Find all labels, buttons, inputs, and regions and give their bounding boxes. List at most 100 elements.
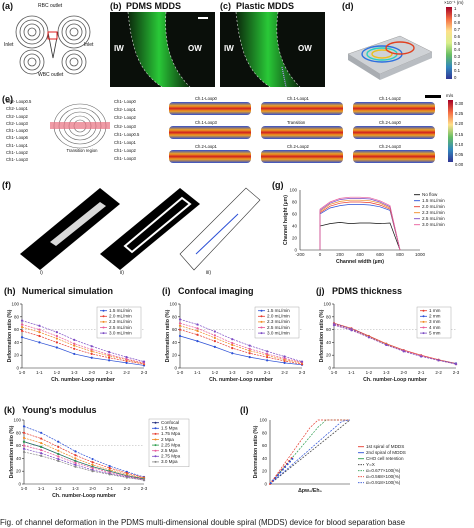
panel-l-label: (l) — [240, 405, 249, 415]
x-tick-label: 2-2 — [281, 370, 288, 375]
legend-label: 2.5 mL/min — [422, 216, 445, 221]
legend-label: 2.25 Mpa — [161, 442, 181, 447]
data-point — [281, 468, 284, 471]
y-axis-label: Deformation ratio (%) — [9, 425, 15, 478]
data-point — [196, 327, 199, 330]
legend-marker — [102, 332, 105, 335]
tick: 1 — [454, 6, 457, 11]
x-tick-label: 2-3 — [141, 486, 148, 491]
data-point — [196, 329, 199, 332]
series-line — [333, 322, 457, 364]
legend-marker — [260, 320, 263, 323]
panel-k-title: Young's modulus — [22, 405, 97, 415]
y-tick-label: 20 — [16, 469, 22, 474]
tick: 0.00 — [455, 162, 464, 168]
series-line — [269, 419, 351, 485]
panel-d-unit: ×10⁻¹ (m) — [444, 0, 464, 5]
data-point — [90, 352, 93, 356]
loop-label: Ch2- Loop1 — [114, 107, 136, 113]
data-point — [22, 450, 26, 454]
y-tick-label: 100 — [13, 418, 21, 423]
data-point — [40, 452, 43, 455]
y-axis-label: Deformation ratio (%) — [319, 309, 325, 362]
data-point — [178, 328, 182, 331]
x-tick-label: 1-3 — [72, 486, 79, 491]
x-tick-label: 2-1 — [106, 370, 113, 375]
data-point — [125, 356, 128, 359]
data-point — [248, 352, 251, 355]
data-point — [284, 465, 287, 468]
panel-f-sub-iii: iii) — [206, 270, 211, 276]
series-line — [23, 451, 145, 481]
tick: 0.7 — [454, 26, 460, 32]
y-tick-label: 60 — [326, 327, 332, 332]
panel-h-title: Numerical simulation — [22, 286, 114, 296]
panel-f-sub-i: i) — [40, 270, 43, 276]
series-line — [319, 196, 401, 251]
data-point — [269, 482, 272, 485]
x-tick-label: 2-0 — [88, 370, 95, 375]
x-tick-label: 1-1 — [348, 370, 355, 375]
series-line — [333, 323, 457, 364]
data-point — [74, 450, 77, 453]
panel-c-image: IW OW — [220, 12, 325, 87]
x-tick-label: 1000 — [415, 252, 426, 257]
y-tick-label: 40 — [262, 456, 268, 461]
panel-h-chart: 0 20 40 60 80 100 1-0 1-1 1-2 1-3 2-0 2-1 2-2 2-3 Ch. … — [7, 302, 148, 384]
data-point — [74, 459, 77, 463]
legend-marker — [422, 332, 425, 335]
legend-label: Confocal — [161, 420, 179, 425]
loop-label: Ch1- Loop1 — [114, 140, 136, 146]
legend-marker — [422, 326, 425, 329]
legend-marker — [154, 438, 157, 441]
panel-j-label: (j) — [316, 286, 325, 296]
data-point — [142, 360, 146, 363]
data-point — [91, 461, 94, 464]
cell-label: Transition — [287, 120, 306, 125]
data-point — [231, 338, 234, 341]
legend-marker — [154, 455, 157, 458]
y-tick-label: 100 — [11, 302, 19, 307]
x-tick-label: 2-3 — [141, 370, 148, 375]
loop-label: Ch2- Loop2 — [6, 113, 28, 119]
series-line — [269, 419, 351, 485]
data-point — [90, 356, 93, 359]
data-point — [454, 363, 458, 366]
y-tick-label: 0 — [16, 366, 19, 371]
loop-label: Ch1- Loop6 — [6, 135, 28, 141]
data-point — [402, 350, 405, 353]
legend-marker — [154, 432, 157, 435]
data-point — [22, 440, 26, 443]
data-point — [266, 359, 269, 362]
cell-label: Ch.1-Loop2 — [379, 96, 401, 101]
x-tick-label: 2-0 — [89, 486, 96, 491]
x-tick-label: 1-1 — [38, 486, 45, 491]
panel-e-scalebar — [425, 95, 441, 98]
x-tick-label: 1-2 — [212, 370, 219, 375]
panel-f-label: (f) — [2, 180, 11, 190]
loop-label: Ch1- Loop0.5 — [114, 131, 140, 137]
data-point — [350, 329, 353, 332]
data-point — [38, 328, 41, 331]
legend-label: 3.0 mL/min — [267, 330, 290, 335]
panel-e-colorbar-ticks: 0.30 0.25 0.20 0.15 0.10 0.05 0.00 — [455, 99, 463, 170]
spiral-device-icon — [15, 15, 91, 75]
legend-label: 2.0 mL/min — [109, 314, 132, 319]
y-axis-label: Deformation ratio (%) — [165, 309, 171, 362]
data-point — [22, 436, 26, 440]
loop-label: Ch1- Loop2 — [114, 148, 136, 154]
panel-h-label: (h) — [4, 286, 16, 296]
legend-label: 1.5 mL/min — [422, 198, 445, 203]
x-tick-label: 1-2 — [366, 370, 373, 375]
y-tick-label: 0 — [294, 248, 297, 253]
series-line — [21, 320, 145, 362]
series-line — [21, 326, 145, 364]
data-point — [196, 340, 199, 343]
panel-d-colorbar-ticks: 1 0.9 0.8 0.7 0.6 0.5 0.4 0.3 0.2 0.1 0 — [454, 6, 472, 80]
data-point — [55, 334, 58, 338]
y-tick-label: 60 — [292, 212, 298, 217]
data-point — [57, 449, 60, 452]
data-point — [231, 352, 234, 355]
cell-label: Ch.1-Loop0 — [195, 96, 217, 101]
series-line — [333, 324, 457, 365]
